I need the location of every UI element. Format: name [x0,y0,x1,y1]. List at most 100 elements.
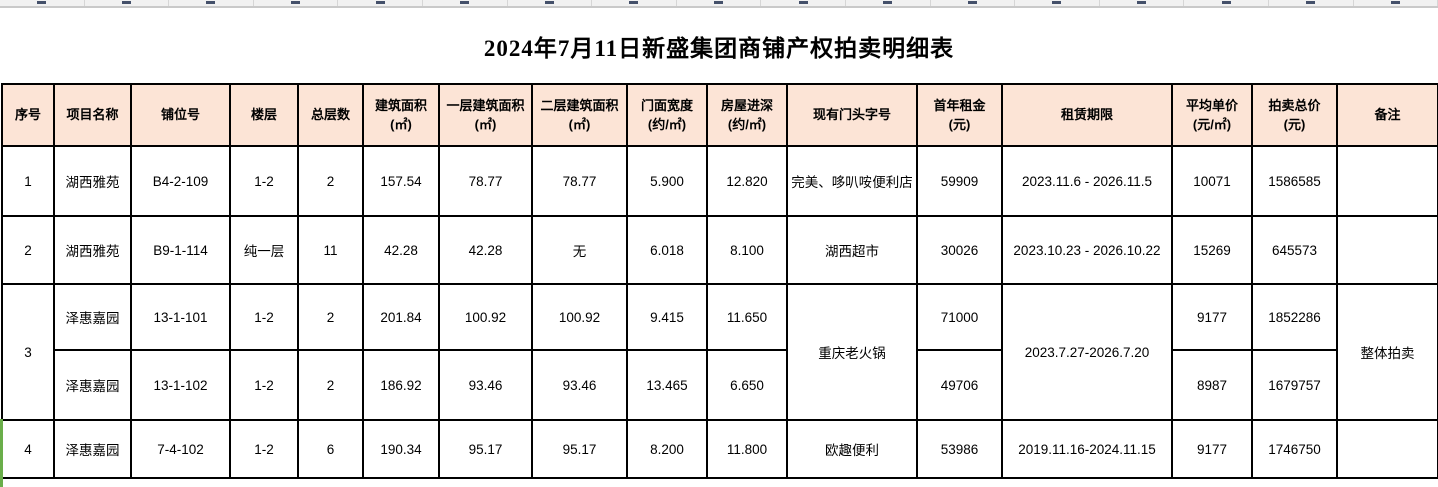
cell-project[interactable]: 湖西雅苑 [53,145,132,217]
cell-seq[interactable]: 4 [1,419,55,479]
cell-lease-term[interactable]: 2023.10.23 - 2026.10.22 [1001,215,1173,285]
cell-area-floor2[interactable]: 93.46 [531,349,628,421]
cell-lease-term[interactable]: 2023.7.27-2026.7.20 [1001,283,1173,421]
cell-total-floors[interactable]: 2 [297,283,364,351]
cell-first-year-rent[interactable]: 53986 [916,419,1003,479]
cell-tenant[interactable]: 欧趣便利 [786,419,918,479]
cell-total-floors[interactable]: 6 [297,419,364,479]
cell-area-floor2[interactable]: 无 [531,215,628,285]
col-header-project[interactable]: 项目名称 [53,83,132,147]
col-header-auction-total[interactable]: 拍卖总价 (元) [1251,83,1338,147]
cell-floor[interactable]: 1-2 [229,349,299,421]
col-header-area[interactable]: 建筑面积 (㎡) [362,83,440,147]
cell-auction-total[interactable]: 1586585 [1251,145,1338,217]
col-header-seq[interactable]: 序号 [1,83,55,147]
col-header-tenant[interactable]: 现有门头字号 [786,83,918,147]
cell-area-floor2[interactable]: 78.77 [531,145,628,217]
cell-note[interactable]: 整体拍卖 [1336,283,1438,421]
spreadsheet-column-header[interactable] [592,0,677,6]
cell-avg-unit-price[interactable]: 10071 [1171,145,1253,217]
spreadsheet-column-header[interactable] [508,0,593,6]
cell-area-floor1[interactable]: 42.28 [438,215,533,285]
cell-project[interactable]: 泽惠嘉园 [53,283,132,351]
cell-avg-unit-price[interactable]: 15269 [1171,215,1253,285]
spreadsheet-column-header[interactable] [1354,0,1438,6]
cell-shop-no[interactable]: 13-1-102 [130,349,231,421]
cell-depth[interactable]: 12.820 [706,145,788,217]
cell-facade-width[interactable]: 9.415 [626,283,708,351]
cell-auction-total[interactable]: 1852286 [1251,283,1338,351]
cell-area[interactable]: 157.54 [362,145,440,217]
cell-area-floor1[interactable]: 93.46 [438,349,533,421]
cell-note[interactable] [1336,145,1438,217]
cell-auction-total[interactable]: 645573 [1251,215,1338,285]
cell-total-floors[interactable]: 11 [297,215,364,285]
cell-shop-no[interactable]: 13-1-101 [130,283,231,351]
spreadsheet-column-header[interactable] [1269,0,1354,6]
cell-tenant[interactable]: 湖西超市 [786,215,918,285]
cell-depth[interactable]: 6.650 [706,349,788,421]
cell-avg-unit-price[interactable]: 8987 [1171,349,1253,421]
cell-seq[interactable]: 1 [1,145,55,217]
cell-facade-width[interactable]: 5.900 [626,145,708,217]
cell-first-year-rent[interactable]: 71000 [916,283,1003,351]
cell-project[interactable]: 泽惠嘉园 [53,349,132,421]
cell-area[interactable]: 201.84 [362,283,440,351]
cell-area-floor1[interactable]: 95.17 [438,419,533,479]
cell-floor[interactable]: 1-2 [229,145,299,217]
cell-avg-unit-price[interactable]: 9177 [1171,283,1253,351]
cell-depth[interactable]: 11.650 [706,283,788,351]
col-header-shop-no[interactable]: 铺位号 [130,83,231,147]
cell-project[interactable]: 泽惠嘉园 [53,419,132,479]
cell-first-year-rent[interactable]: 59909 [916,145,1003,217]
spreadsheet-column-header[interactable] [423,0,508,6]
spreadsheet-column-header[interactable] [85,0,170,6]
spreadsheet-column-header[interactable] [338,0,423,6]
cell-auction-total[interactable]: 1679757 [1251,349,1338,421]
spreadsheet-column-header[interactable] [169,0,254,6]
col-header-avg-unit-price[interactable]: 平均单价 (元/㎡) [1171,83,1253,147]
cell-depth[interactable]: 11.800 [706,419,788,479]
spreadsheet-column-header[interactable] [846,0,931,6]
col-header-note[interactable]: 备注 [1336,83,1438,147]
cell-seq[interactable]: 3 [1,283,55,421]
col-header-facade-width[interactable]: 门面宽度 (约/㎡) [626,83,708,147]
cell-total-floors[interactable]: 2 [297,349,364,421]
cell-floor[interactable]: 纯一层 [229,215,299,285]
cell-facade-width[interactable]: 8.200 [626,419,708,479]
cell-total-floors[interactable]: 2 [297,145,364,217]
cell-depth[interactable]: 8.100 [706,215,788,285]
col-header-floor[interactable]: 楼层 [229,83,299,147]
col-header-area-floor1[interactable]: 一层建筑面积 (㎡) [438,83,533,147]
cell-avg-unit-price[interactable]: 9177 [1171,419,1253,479]
cell-floor[interactable]: 1-2 [229,283,299,351]
cell-note[interactable] [1336,215,1438,285]
cell-project[interactable]: 湖西雅苑 [53,215,132,285]
cell-tenant[interactable]: 完美、哆叭咹便利店 [786,145,918,217]
spreadsheet-column-header[interactable] [761,0,846,6]
cell-seq[interactable]: 2 [1,215,55,285]
cell-lease-term[interactable]: 2019.11.16-2024.11.15 [1001,419,1173,479]
spreadsheet-column-header[interactable] [1184,0,1269,6]
cell-area[interactable]: 186.92 [362,349,440,421]
spreadsheet-column-header[interactable] [0,0,85,6]
spreadsheet-column-header[interactable] [254,0,339,6]
cell-area-floor1[interactable]: 78.77 [438,145,533,217]
cell-facade-width[interactable]: 6.018 [626,215,708,285]
spreadsheet-column-header[interactable] [1100,0,1185,6]
spreadsheet-column-header[interactable] [677,0,762,6]
cell-auction-total[interactable]: 1746750 [1251,419,1338,479]
cell-shop-no[interactable]: B9-1-114 [130,215,231,285]
col-header-depth[interactable]: 房屋进深 (约/㎡) [706,83,788,147]
col-header-first-year-rent[interactable]: 首年租金 (元) [916,83,1003,147]
cell-area[interactable]: 190.34 [362,419,440,479]
cell-area-floor1[interactable]: 100.92 [438,283,533,351]
cell-first-year-rent[interactable]: 49706 [916,349,1003,421]
cell-lease-term[interactable]: 2023.11.6 - 2026.11.5 [1001,145,1173,217]
cell-shop-no[interactable]: B4-2-109 [130,145,231,217]
cell-area-floor2[interactable]: 95.17 [531,419,628,479]
cell-area[interactable]: 42.28 [362,215,440,285]
spreadsheet-column-header[interactable] [931,0,1016,6]
cell-area-floor2[interactable]: 100.92 [531,283,628,351]
cell-floor[interactable]: 1-2 [229,419,299,479]
